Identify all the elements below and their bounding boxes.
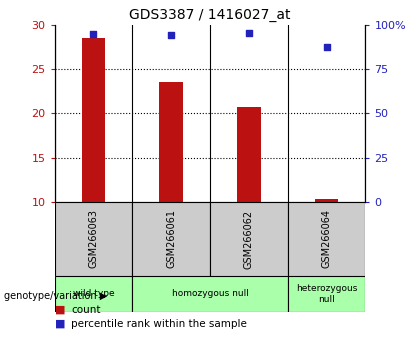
Point (90, 31, 97, 36)
FancyBboxPatch shape (132, 202, 210, 276)
Point (323, 44, 330, 50)
Point (168, 33, 175, 38)
Text: wild type: wild type (73, 289, 114, 298)
Text: GSM266064: GSM266064 (322, 210, 331, 268)
Text: GSM266062: GSM266062 (244, 209, 254, 269)
FancyBboxPatch shape (288, 202, 365, 276)
FancyBboxPatch shape (55, 202, 132, 276)
Text: genotype/variation ▶: genotype/variation ▶ (4, 291, 108, 301)
Bar (160, 82, 183, 202)
Text: heterozygous
null: heterozygous null (296, 284, 357, 303)
Title: GDS3387 / 1416027_at: GDS3387 / 1416027_at (129, 8, 291, 22)
Text: percentile rank within the sample: percentile rank within the sample (71, 319, 247, 329)
Text: count: count (71, 305, 101, 315)
Text: homozygous null: homozygous null (171, 289, 249, 298)
FancyBboxPatch shape (288, 276, 365, 312)
FancyBboxPatch shape (55, 276, 132, 312)
Bar (82, 38, 105, 202)
Text: GSM266061: GSM266061 (166, 210, 176, 268)
Text: ■: ■ (55, 305, 65, 315)
Point (245, 30, 252, 35)
FancyBboxPatch shape (210, 202, 288, 276)
Bar (237, 107, 260, 202)
Text: ■: ■ (55, 319, 65, 329)
FancyBboxPatch shape (132, 276, 288, 312)
Bar (315, 199, 338, 202)
Text: GSM266063: GSM266063 (89, 210, 98, 268)
